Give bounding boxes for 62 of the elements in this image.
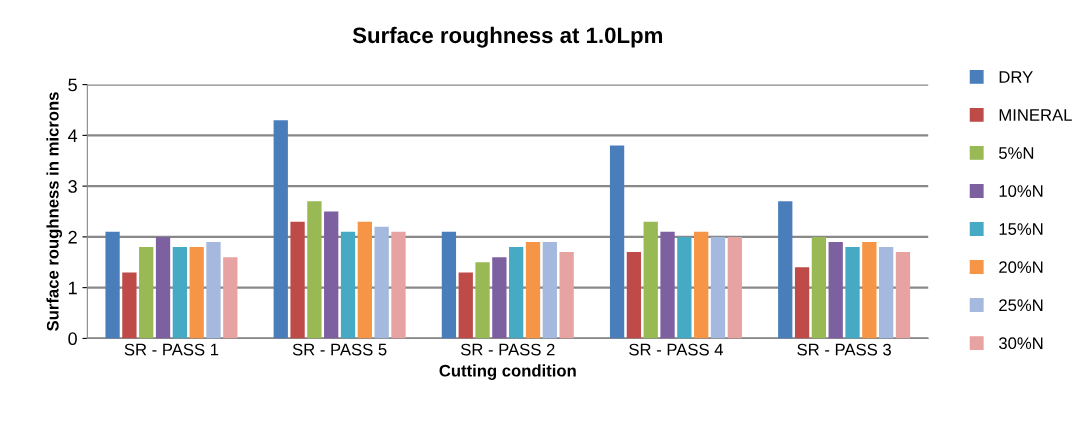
legend-label: 5%N — [999, 147, 1034, 159]
legend-label: DRY — [999, 71, 1033, 83]
bar — [525, 241, 541, 339]
bar — [626, 252, 642, 339]
legend-label: 10%N — [999, 185, 1043, 197]
y-tick-label: 2 — [68, 230, 77, 244]
bar — [307, 201, 322, 339]
y-axis-title: Surface roughness in microns — [46, 92, 63, 331]
bar — [778, 201, 793, 339]
bar — [727, 236, 742, 339]
bar — [845, 247, 860, 339]
bar — [559, 252, 574, 339]
y-tick-label: 5 — [68, 78, 77, 92]
bar — [155, 236, 171, 339]
bar — [895, 252, 911, 339]
chart-title: Surface roughness at 1.0Lpm — [352, 26, 663, 48]
bar — [391, 231, 406, 339]
bar — [340, 231, 356, 339]
y-tick-label: 0 — [68, 332, 77, 346]
bar — [273, 120, 288, 339]
bar — [710, 236, 726, 339]
y-tick-label: 1 — [68, 281, 77, 295]
bar — [189, 247, 204, 339]
bar — [357, 221, 372, 339]
bar — [139, 247, 154, 339]
bar — [694, 231, 709, 339]
x-tick-label: SR - PASS 4 — [629, 343, 724, 356]
bar — [172, 247, 187, 339]
legend-label: 25%N — [999, 299, 1043, 312]
legend-label: 15%N — [999, 223, 1043, 235]
bar — [374, 226, 389, 339]
x-tick-label: SR - PASS 2 — [460, 343, 555, 356]
bar — [206, 241, 221, 339]
y-tick-label: 3 — [68, 180, 77, 193]
bar — [609, 145, 625, 339]
bar — [542, 241, 557, 339]
bar — [862, 241, 877, 339]
bar — [122, 272, 137, 339]
legend-label: MINERAL — [999, 109, 1072, 121]
x-tick-label: SR - PASS 1 — [124, 343, 219, 356]
bar — [290, 221, 305, 339]
x-tick-label: SR - PASS 5 — [292, 343, 387, 356]
bar — [441, 231, 457, 339]
x-tick-label: SR - PASS 3 — [797, 343, 891, 356]
bar — [492, 257, 507, 339]
bar — [677, 236, 692, 339]
legend-label: 30%N — [998, 337, 1043, 350]
bar — [509, 247, 524, 339]
bar — [811, 236, 827, 339]
bar — [660, 231, 675, 339]
bar — [794, 267, 810, 339]
y-tick-label: 4 — [68, 129, 78, 142]
bar — [105, 231, 120, 339]
bar — [879, 247, 894, 339]
legend-label: 20%N — [999, 261, 1043, 274]
bar — [475, 262, 490, 339]
bar — [324, 211, 339, 339]
bar — [828, 241, 843, 339]
x-axis-title: Cutting condition — [439, 364, 576, 380]
bar — [643, 221, 658, 339]
bar — [223, 257, 238, 339]
bar — [458, 272, 473, 339]
